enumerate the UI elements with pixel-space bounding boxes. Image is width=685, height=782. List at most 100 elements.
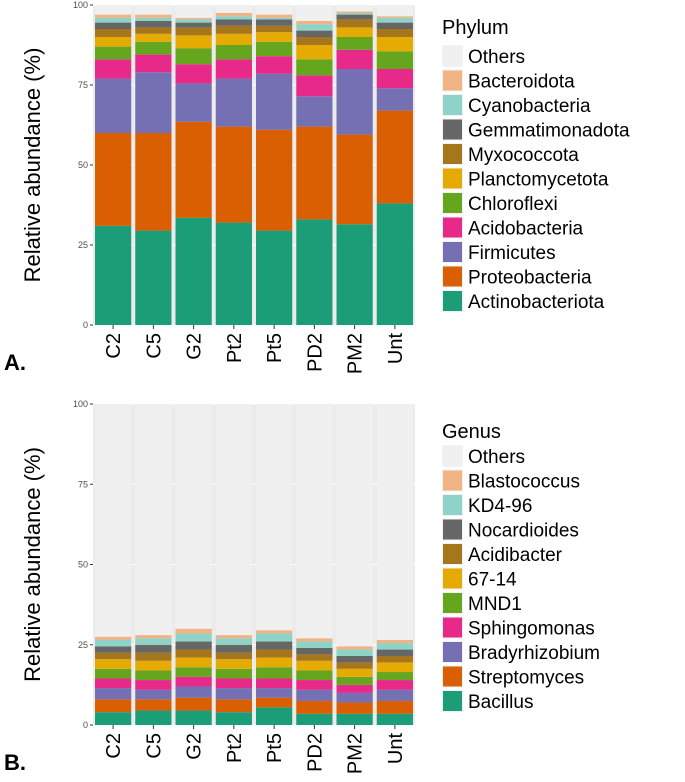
bar-segment-pt5-gemmatimonadota (256, 19, 293, 26)
bar-segment-pd2-others (296, 404, 333, 639)
x-tick-label-c2: C2 (103, 333, 125, 359)
bar-segment-pd2-67-14 (296, 660, 333, 671)
bar-segment-unt-streptomyces (376, 700, 413, 714)
legend-swatch-others (443, 446, 462, 466)
legend-label-nocardioides: Nocardioides (468, 521, 579, 542)
legend-label-sphingomonas: Sphingomonas (468, 619, 595, 640)
bar-segment-pm2-acidobacteria (336, 49, 373, 69)
legend-swatch-67-14 (443, 568, 462, 589)
legend-label-planctomycetota: Planctomycetota (468, 170, 609, 191)
bar-segment-pt5-bacteroidota (256, 14, 293, 18)
y-axis-label: Relative abundance (%) (20, 447, 45, 682)
bar-segment-pm2-chloroflexi (336, 37, 373, 50)
bar-segment-pd2-planctomycetota (296, 45, 333, 60)
bar-segment-pt2-nocardioides (215, 644, 252, 653)
bar-segment-unt-chloroflexi (376, 51, 413, 69)
bar-segment-c2-kd4-96 (95, 639, 132, 647)
bar-segment-pt2-planctomycetota (215, 33, 252, 45)
bar-segment-g2-blastococcus (175, 628, 212, 634)
bar-segment-unt-gemmatimonadota (376, 22, 413, 29)
bar-segment-pt2-mnd1 (215, 668, 252, 679)
bar-segment-pm2-proteobacteria (336, 134, 373, 225)
bar-segment-pt2-streptomyces (215, 699, 252, 713)
bar-segment-c5-others (135, 5, 172, 15)
legend-label-myxococcota: Myxococcota (468, 145, 579, 166)
legend-swatch-sphingomonas (443, 617, 462, 638)
bar-segment-pt5-mnd1 (256, 667, 293, 679)
bar-segment-pt5-chloroflexi (256, 41, 293, 57)
bar-segment-g2-acidibacter (175, 649, 212, 658)
bar-segment-pd2-cyanobacteria (296, 24, 333, 31)
legend-swatch-firmicutes (443, 242, 462, 262)
bar-segment-c5-sphingomonas (135, 680, 172, 690)
bar-segment-pd2-streptomyces (296, 700, 333, 714)
bar-segment-pd2-blastococcus (296, 638, 333, 642)
bar-segment-pm2-acidibacter (336, 662, 373, 669)
legend-swatch-kd4-96 (443, 495, 462, 515)
bar-segment-pm2-blastococcus (336, 646, 373, 650)
x-tick-label-pd2: PD2 (304, 333, 326, 372)
bar-segment-pd2-gemmatimonadota (296, 30, 333, 37)
bar-segment-pt5-proteobacteria (256, 129, 293, 231)
bar-segment-pt5-bacillus (256, 707, 293, 725)
bar-segment-unt-planctomycetota (376, 37, 413, 52)
bar-segment-pd2-chloroflexi (296, 59, 333, 76)
y-tick-label: 0 (83, 720, 88, 730)
bar-segment-pd2-others (296, 5, 333, 21)
legend-swatch-mnd1 (443, 593, 462, 613)
legend-title: Genus (442, 421, 501, 443)
bar-segment-pm2-planctomycetota (336, 27, 373, 37)
bar-segment-pm2-mnd1 (336, 676, 373, 685)
bar-segment-g2-bradyrhizobium (175, 686, 212, 698)
bar-segment-pt2-bacillus (215, 712, 252, 725)
bar-segment-g2-cyanobacteria (175, 19, 212, 23)
legend-swatch-cyanobacteria (443, 95, 462, 115)
bar-segment-unt-others (376, 404, 413, 640)
bar-segment-c5-kd4-96 (135, 638, 172, 645)
bar-segment-pd2-acidibacter (296, 654, 333, 661)
bar-segment-pt2-acidibacter (215, 652, 252, 660)
panel-label: B. (4, 750, 26, 775)
legend-swatch-planctomycetota (443, 168, 462, 189)
bar-segment-pm2-bradyrhizobium (336, 692, 373, 703)
legend-swatch-acidibacter (443, 544, 462, 564)
legend-label-gemmatimonadota: Gemmatimonadota (468, 121, 630, 142)
bar-segment-pm2-firmicutes (336, 69, 373, 135)
bar-segment-unt-bacteroidota (376, 16, 413, 18)
bar-segment-pm2-kd4-96 (336, 649, 373, 656)
bar-segment-c2-myxococcota (95, 29, 132, 37)
bar-segment-unt-firmicutes (376, 88, 413, 111)
x-tick-label-pm2: PM2 (345, 333, 367, 374)
bar-segment-pm2-nocardioides (336, 655, 373, 663)
bar-segment-pm2-cyanobacteria (336, 13, 373, 15)
x-tick-label-c2: C2 (103, 733, 125, 759)
legend-label-bacteroidota: Bacteroidota (468, 72, 575, 93)
bar-segment-c5-blastococcus (135, 635, 172, 639)
legend-label-bacillus: Bacillus (468, 692, 533, 713)
bar-segment-unt-67-14 (376, 662, 413, 673)
bar-segment-pt2-proteobacteria (215, 126, 252, 223)
y-tick-label: 50 (78, 560, 88, 570)
legend-label-streptomyces: Streptomyces (468, 668, 584, 689)
bar-segment-c2-chloroflexi (95, 46, 132, 60)
bar-segment-g2-myxococcota (175, 27, 212, 36)
bar-segment-c2-gemmatimonadota (95, 22, 132, 29)
bar-segment-c5-acidobacteria (135, 54, 172, 73)
y-tick-label: 100 (73, 399, 88, 409)
bar-segment-pd2-mnd1 (296, 670, 333, 681)
legend-label-firmicutes: Firmicutes (468, 243, 556, 264)
bar-segment-c2-blastococcus (95, 636, 132, 640)
y-axis-label: Relative abundance (%) (20, 48, 45, 283)
x-tick-label-g2: G2 (184, 733, 206, 760)
bar-segment-pt2-bacteroidota (215, 13, 252, 17)
bar-segment-pt2-firmicutes (215, 78, 252, 127)
bar-segment-c5-chloroflexi (135, 41, 172, 55)
bar-segment-pt5-planctomycetota (256, 32, 293, 42)
bar-segment-unt-bradyrhizobium (376, 689, 413, 701)
bar-segment-pm2-actinobacteriota (336, 224, 373, 325)
y-tick-label: 25 (78, 240, 88, 250)
legend-label-others: Others (468, 447, 525, 468)
x-tick-label-pt2: Pt2 (224, 333, 246, 363)
bar-segment-c2-others (95, 5, 132, 15)
legend-label-acidibacter: Acidibacter (468, 545, 563, 566)
